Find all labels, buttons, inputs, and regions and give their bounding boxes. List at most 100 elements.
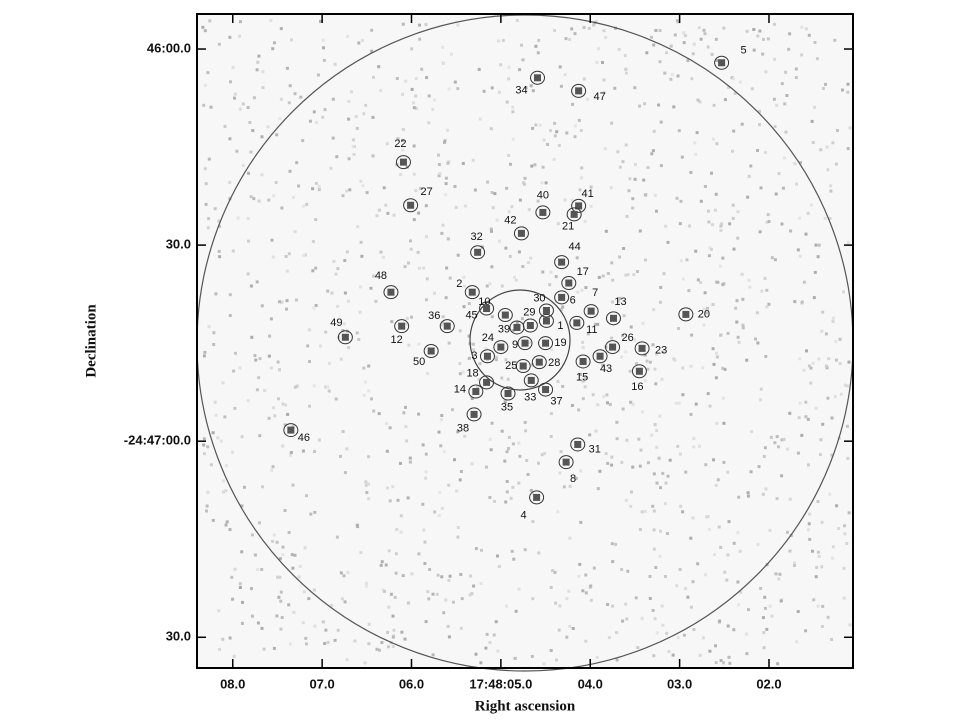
noise-pixel: [756, 149, 759, 152]
source-region: [497, 308, 513, 323]
noise-pixel: [258, 357, 262, 361]
noise-pixel: [706, 45, 710, 49]
noise-pixel: [268, 334, 272, 338]
noise-pixel: [604, 452, 608, 456]
noise-pixel: [611, 560, 615, 564]
x-tick-label: 07.0: [309, 676, 334, 691]
noise-pixel: [703, 291, 707, 295]
noise-pixel: [353, 639, 357, 643]
noise-pixel: [687, 289, 691, 293]
noise-pixel: [737, 603, 740, 607]
noise-pixel: [772, 97, 776, 101]
noise-pixel: [712, 103, 716, 107]
noise-pixel: [301, 621, 305, 625]
noise-pixel: [414, 94, 418, 98]
noise-pixel: [288, 84, 292, 88]
noise-pixel: [809, 381, 813, 385]
noise-pixel: [847, 511, 851, 515]
noise-pixel: [806, 528, 810, 532]
noise-pixel: [507, 153, 511, 157]
noise-pixel: [323, 642, 327, 645]
noise-pixel: [615, 437, 619, 441]
source-label: 34: [515, 85, 527, 97]
source: [497, 343, 505, 351]
noise-pixel: [762, 631, 766, 635]
noise-pixel: [407, 261, 410, 265]
source-region: [554, 290, 570, 305]
noise-pixel: [530, 491, 534, 495]
noise-pixel: [848, 623, 852, 627]
noise-pixel: [618, 165, 622, 169]
noise-pixel: [549, 129, 552, 133]
source: [535, 358, 543, 366]
noise-pixel: [453, 458, 456, 462]
noise-pixel: [278, 575, 282, 579]
noise-pixel: [795, 182, 798, 186]
source: [558, 258, 566, 266]
noise-pixel: [458, 362, 462, 366]
noise-pixel: [412, 144, 416, 148]
noise-pixel: [321, 620, 325, 624]
noise-pixel: [654, 566, 658, 569]
source-label: 7: [592, 287, 598, 299]
noise-pixel: [594, 429, 598, 433]
noise-pixel: [683, 34, 687, 38]
noise-pixel: [834, 162, 838, 166]
source: [443, 322, 451, 330]
noise-pixel: [272, 646, 276, 650]
noise-pixel: [240, 435, 244, 439]
noise-pixel: [271, 255, 275, 259]
noise-pixel: [686, 595, 690, 599]
noise-pixel: [383, 589, 386, 593]
noise-pixel: [359, 285, 362, 289]
noise-pixel: [217, 219, 221, 223]
noise-pixel: [235, 149, 239, 153]
noise-pixel: [205, 504, 209, 508]
noise-pixel: [422, 266, 426, 270]
source: [635, 367, 643, 375]
noise-pixel: [317, 188, 321, 192]
y-tick-label: 46:00.0: [147, 40, 191, 55]
noise-pixel: [307, 328, 311, 332]
noise-pixel: [342, 322, 346, 326]
noise-pixel: [288, 169, 292, 173]
source: [387, 288, 395, 296]
noise-pixel: [726, 624, 730, 628]
noise-pixel: [588, 585, 592, 589]
noise-pixel: [347, 157, 351, 161]
noise-pixel: [664, 481, 668, 485]
noise-pixel: [490, 191, 494, 194]
noise-pixel: [301, 139, 305, 142]
noise-pixel: [343, 471, 347, 475]
noise-pixel: [607, 636, 611, 640]
noise-pixel: [839, 392, 843, 396]
noise-pixel: [660, 604, 664, 608]
noise-pixel: [646, 166, 650, 170]
noise-pixel: [467, 334, 471, 338]
noise-pixel: [496, 39, 500, 43]
noise-pixel: [424, 470, 428, 474]
noise-pixel: [737, 340, 741, 344]
noise-pixel: [284, 255, 288, 258]
noise-pixel: [399, 172, 403, 176]
source-region: [493, 340, 509, 355]
noise-pixel: [248, 121, 252, 124]
noise-pixel: [313, 450, 316, 453]
noise-pixel: [521, 265, 525, 268]
noise-pixel: [254, 358, 258, 362]
noise-pixel: [485, 465, 488, 469]
noise-pixel: [833, 395, 837, 399]
noise-pixel: [266, 125, 270, 129]
noise-pixel: [676, 74, 680, 78]
noise-pixel: [842, 566, 846, 570]
source-label: 19: [554, 337, 566, 349]
noise-pixel: [347, 100, 351, 103]
noise-pixel: [711, 347, 715, 351]
noise-pixel: [538, 123, 542, 127]
noise-pixel: [229, 80, 232, 84]
noise-pixel: [230, 575, 234, 579]
noise-pixel: [399, 530, 403, 534]
noise-pixel: [441, 45, 445, 49]
noise-pixel: [477, 377, 481, 381]
noise-pixel: [817, 554, 821, 558]
